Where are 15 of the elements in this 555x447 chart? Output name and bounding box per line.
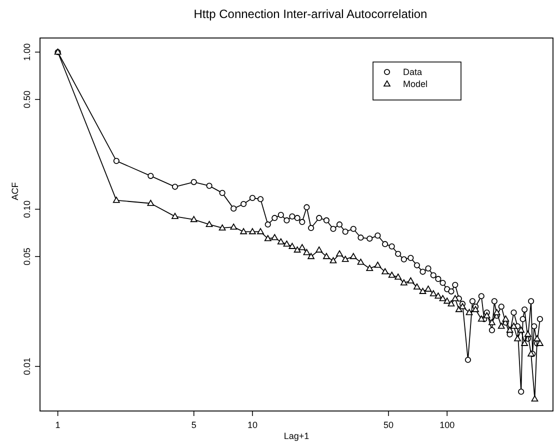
chart-title: Http Connection Inter-arrival Autocorrelation: [194, 7, 428, 21]
x-axis-title: Lag+1: [284, 431, 310, 441]
y-tick-label: 0.01: [22, 358, 32, 376]
y-tick-label: 0.05: [22, 248, 32, 266]
y-tick-label: 0.10: [22, 200, 32, 218]
legend-label: Model: [403, 79, 428, 89]
y-tick-label: 1.00: [22, 43, 32, 61]
x-tick-label: 50: [384, 420, 394, 430]
legend-label: Data: [403, 67, 422, 77]
x-tick-label: 100: [440, 420, 455, 430]
x-tick-label: 10: [247, 420, 258, 430]
x-tick-label: 5: [191, 420, 196, 430]
x-tick-label: 1: [55, 420, 60, 430]
y-axis-title: ACF: [10, 182, 20, 200]
y-tick-label: 0.50: [22, 90, 32, 108]
